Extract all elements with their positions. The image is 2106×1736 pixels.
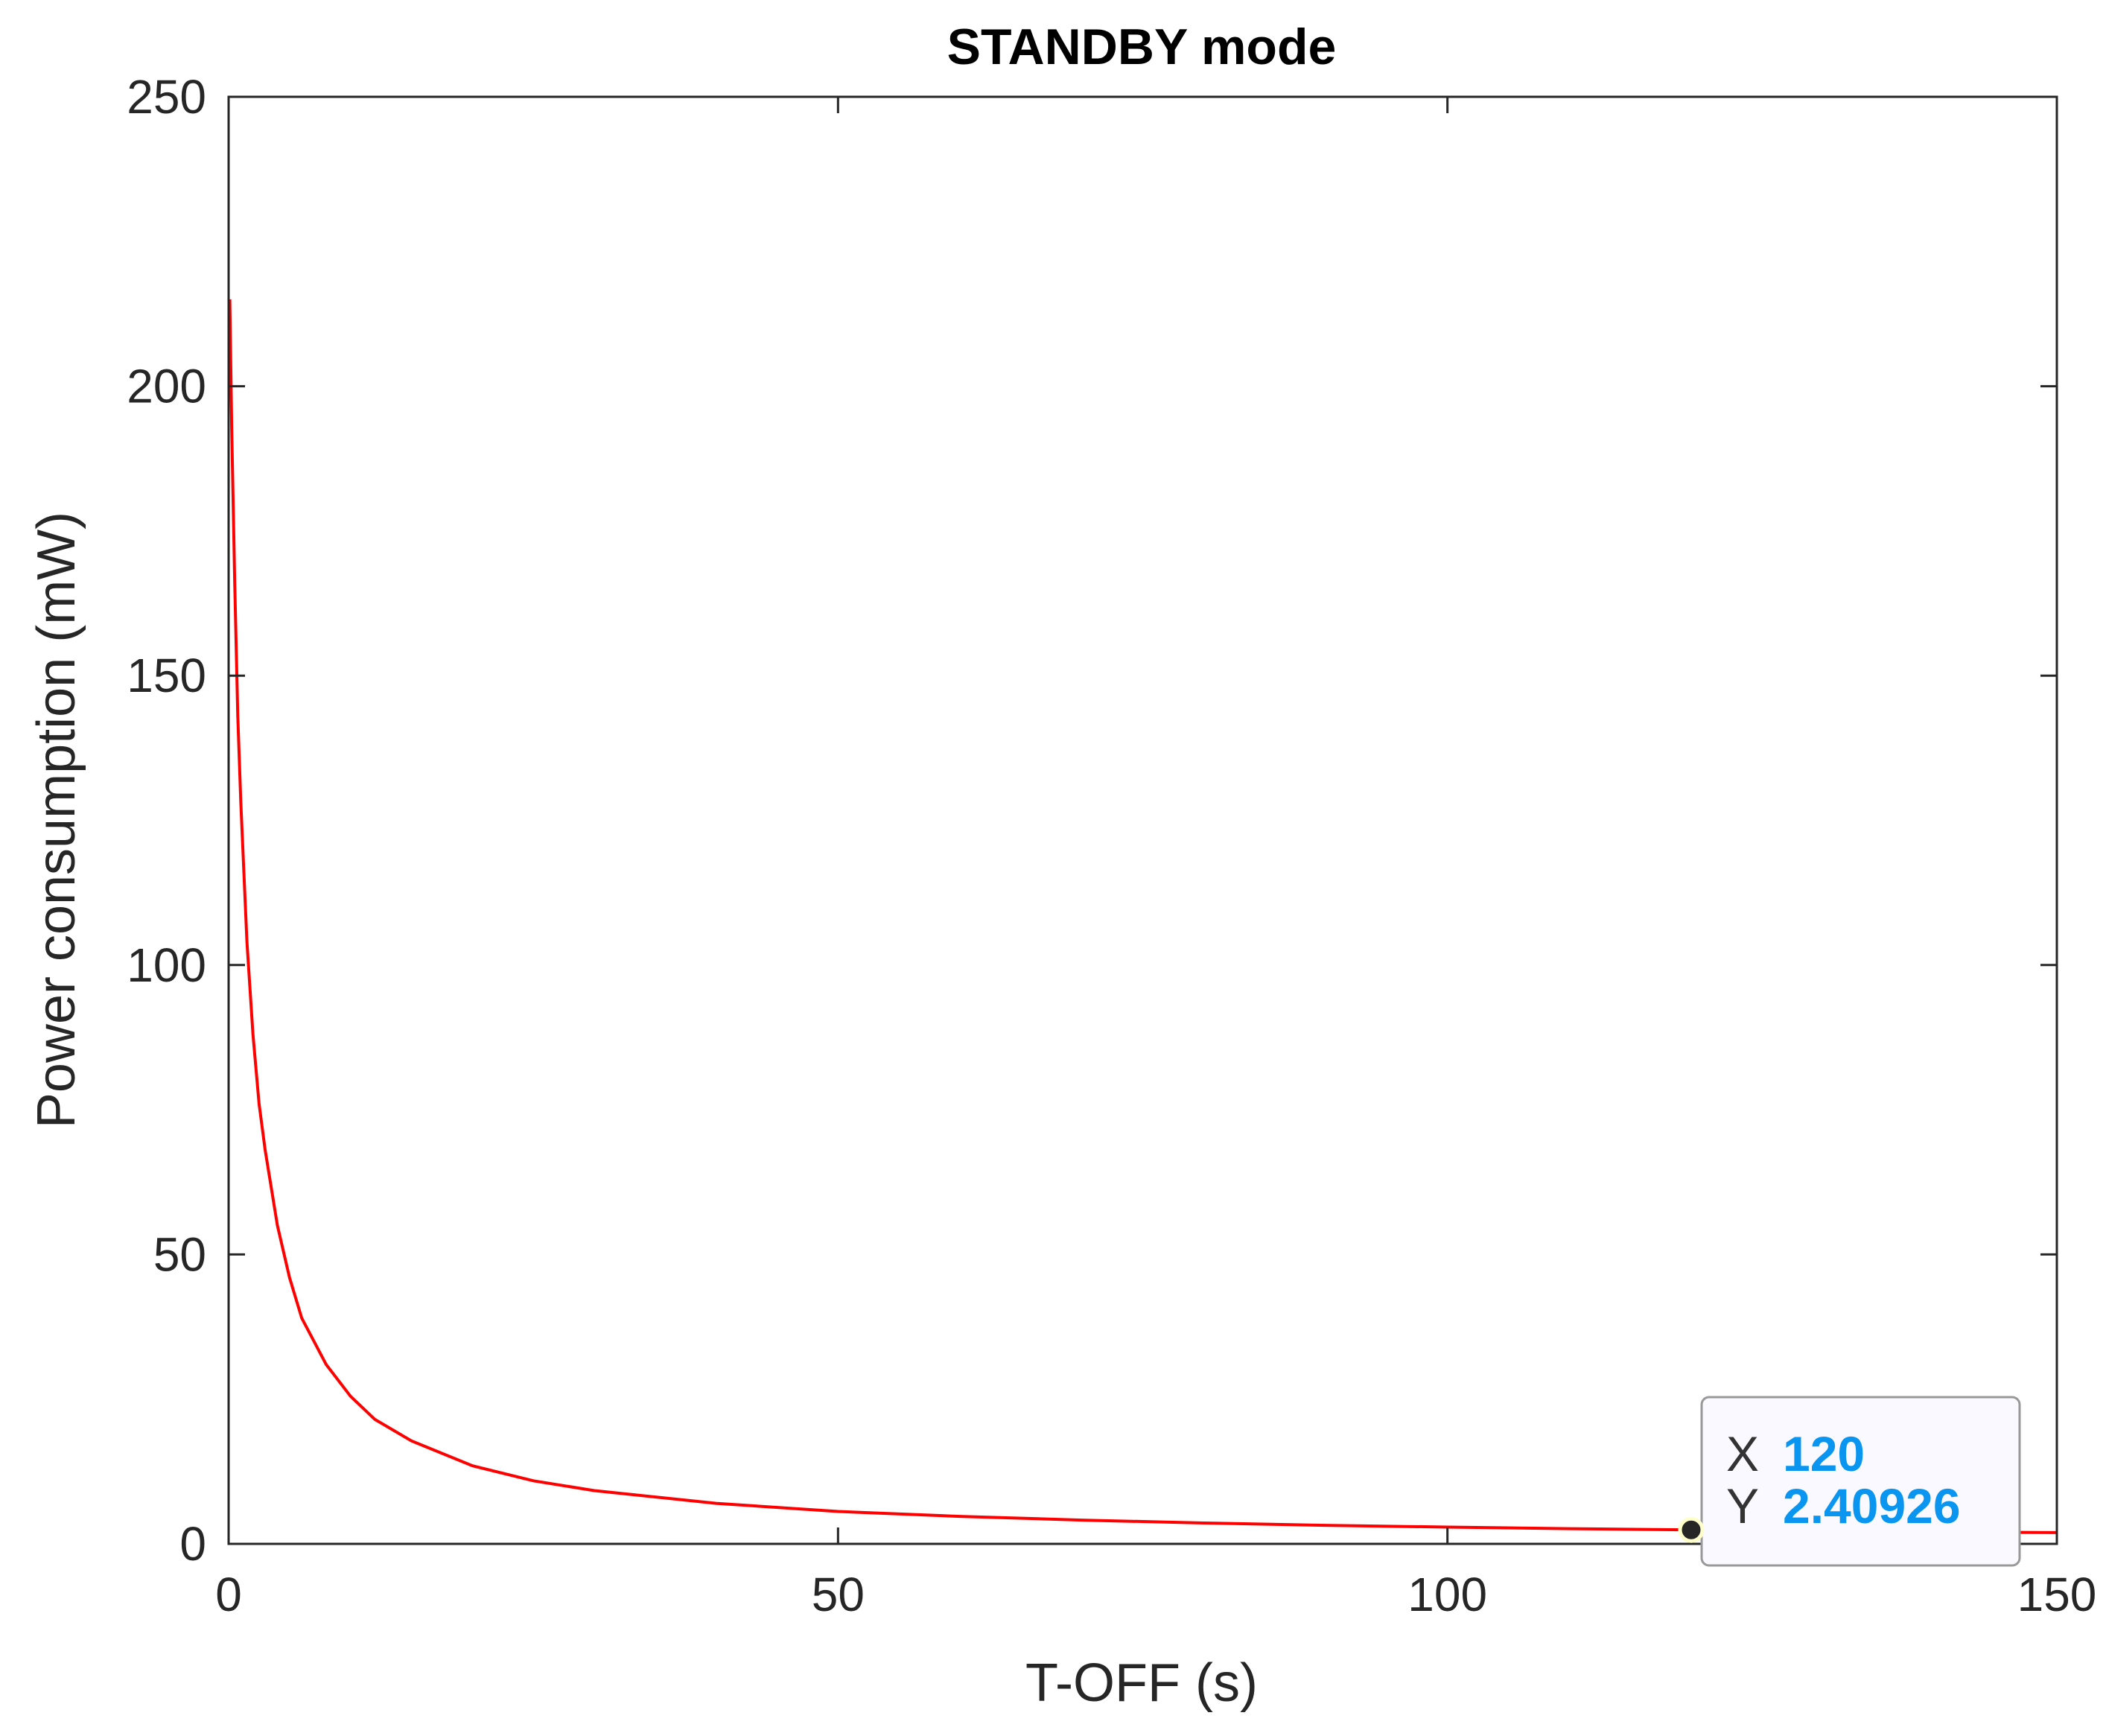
y-axis-ticks [229,95,2057,1545]
datatip-x-label: X [1726,1426,1759,1481]
x-axis-tick-labels: 0 50 100 150 [215,1568,2096,1621]
y-tick-label: 250 [127,70,206,124]
y-axis-label: Power consumption (mW) [27,512,86,1128]
x-tick-label: 150 [2017,1568,2097,1621]
datatip-y-label: Y [1726,1478,1759,1533]
data-series-line [229,299,2057,1534]
datatip-box [1700,1396,2021,1567]
x-tick-label: 50 [812,1568,865,1621]
datatip[interactable]: X 120 Y 2.40926 [1678,1396,2021,1567]
datatip-y-value: 2.40926 [1783,1478,1961,1533]
x-axis-label: T-OFF (s) [1025,1653,1258,1713]
plot-area [229,299,2057,1534]
axes-box [227,95,2058,1545]
y-tick-label: 0 [179,1517,206,1571]
y-tick-label: 200 [127,360,206,413]
datatip-x-value: 120 [1783,1426,1865,1481]
y-tick-label: 50 [153,1227,206,1281]
x-tick-label: 100 [1407,1568,1487,1621]
x-axis-ticks [227,97,2058,1544]
datatip-marker[interactable] [1678,1516,1705,1543]
chart-title: STANDBY mode [947,19,1337,75]
y-tick-label: 150 [127,649,206,702]
x-tick-label: 0 [215,1568,242,1621]
y-axis-tick-labels: 0 50 100 150 200 250 [127,70,206,1571]
y-tick-label: 100 [127,938,206,992]
